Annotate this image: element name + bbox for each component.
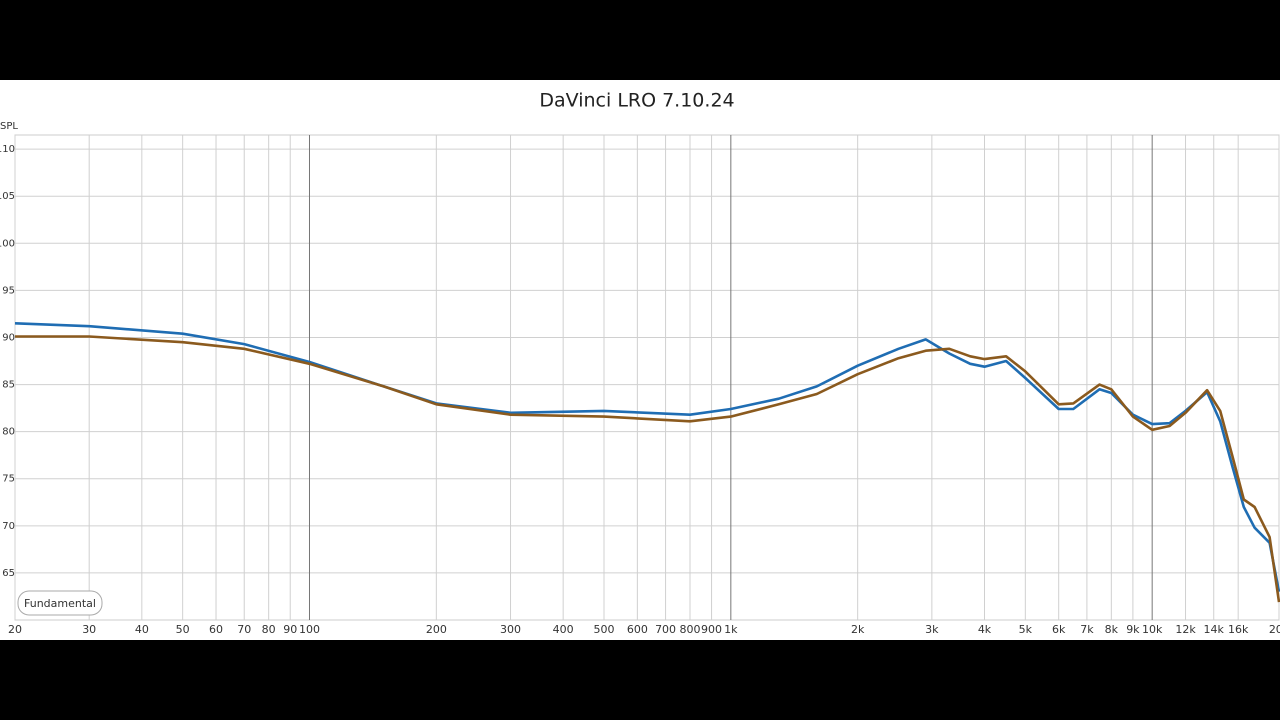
y-tick-label: 80 xyxy=(2,427,15,438)
x-tick-label: 800 xyxy=(680,623,701,636)
x-tick-label: 14k xyxy=(1204,623,1225,636)
y-tick-label: 95 xyxy=(2,285,15,296)
x-tick-label: 90 xyxy=(283,623,297,636)
x-tick-label: 2k xyxy=(851,623,865,636)
y-tick-label: 85 xyxy=(2,380,15,391)
x-tick-label: 10k xyxy=(1142,623,1163,636)
x-tick-label: 6k xyxy=(1052,623,1066,636)
x-tick-label: 700 xyxy=(655,623,676,636)
x-tick-label: 20 xyxy=(8,623,22,636)
x-tick-label: 1k xyxy=(724,623,738,636)
x-tick-label: 80 xyxy=(262,623,276,636)
legend-button[interactable] xyxy=(17,590,103,616)
series-line xyxy=(15,335,1280,603)
y-tick-label: 65 xyxy=(2,568,15,579)
y-tick-label: 75 xyxy=(2,474,15,485)
y-tick-label: 100 xyxy=(0,238,15,249)
y-tick-label: 105 xyxy=(0,191,15,202)
x-tick-label: 50 xyxy=(176,623,190,636)
y-tick-label: 90 xyxy=(2,332,15,343)
x-tick-label: 12k xyxy=(1175,623,1196,636)
x-tick-label: 5k xyxy=(1019,623,1033,636)
x-tick-label: 200 xyxy=(426,623,447,636)
x-tick-label: 70 xyxy=(237,623,251,636)
x-tick-label: 100 xyxy=(299,623,320,636)
x-tick-label: 8k xyxy=(1105,623,1119,636)
x-tick-label: 4k xyxy=(978,623,992,636)
x-tick-label: 60 xyxy=(209,623,223,636)
x-tick-label: 7k xyxy=(1080,623,1094,636)
plot-background xyxy=(0,80,1280,640)
legend-label[interactable]: Fundamental xyxy=(24,597,96,610)
x-tick-label: 900 xyxy=(701,623,722,636)
x-tick-label: 600 xyxy=(627,623,648,636)
x-tick-label: 30 xyxy=(82,623,96,636)
y-tick-label: 70 xyxy=(2,521,15,532)
y-axis-label: SPL xyxy=(0,121,18,132)
x-tick-label: 20k xyxy=(1269,623,1280,636)
x-tick-label: 300 xyxy=(500,623,521,636)
chart-title: DaVinci LRO 7.10.24 xyxy=(539,90,734,112)
x-tick-label: 9k xyxy=(1126,623,1140,636)
x-tick-label: 16k xyxy=(1228,623,1249,636)
x-tick-label: 500 xyxy=(593,623,614,636)
y-tick-label: 110 xyxy=(0,144,15,155)
x-tick-label: 400 xyxy=(553,623,574,636)
x-tick-label: 3k xyxy=(925,623,939,636)
x-tick-label: 40 xyxy=(135,623,149,636)
